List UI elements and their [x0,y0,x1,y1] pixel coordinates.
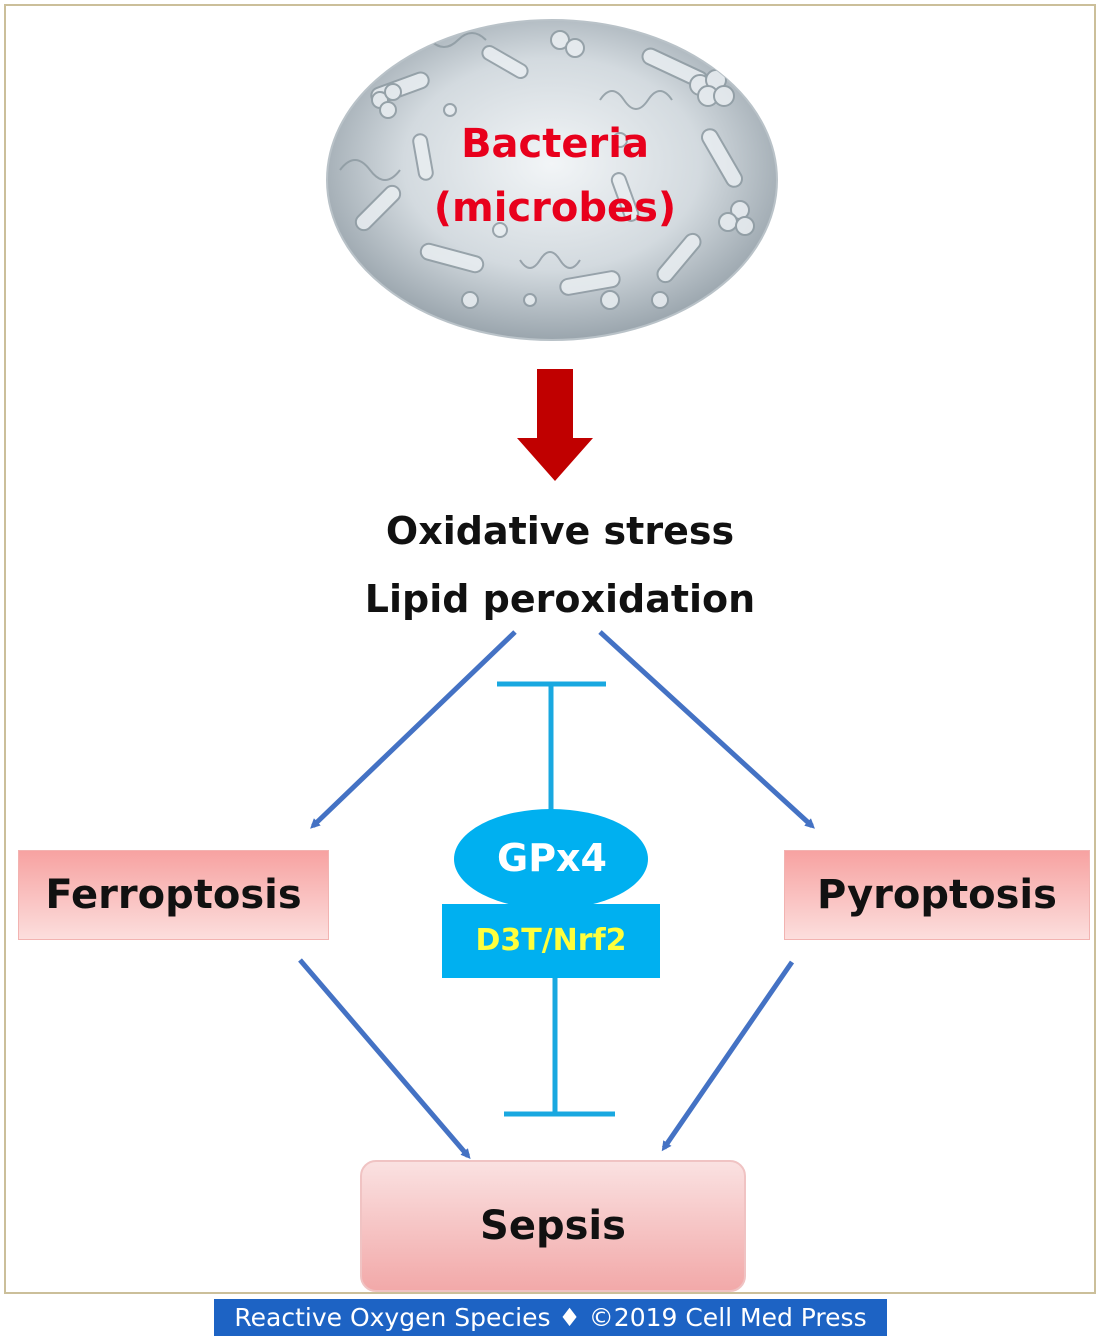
gpx4-shape [454,809,648,909]
arrow-pyroptosis-to-sepsis [661,960,795,1152]
stress-line-1: Oxidative stress [385,509,735,553]
stress-line-2: Lipid peroxidation [364,577,756,621]
ferroptosis-box: Ferroptosis [18,850,329,940]
ferroptosis-label: Ferroptosis [45,872,302,918]
pyroptosis-label: Pyroptosis [817,872,1057,918]
bacteria-line-1: Bacteria [461,121,649,167]
arrow-stress-to-pyroptosis [598,630,815,829]
bacteria-microscopy-icon [326,19,778,341]
arrow-stress-to-ferroptosis [310,630,517,829]
d3t-nrf2-shape [442,904,660,978]
footer-credit: Reactive Oxygen Species ♦ ©2019 Cell Med… [214,1299,887,1336]
main-down-arrow [517,369,593,481]
d3t-nrf2-label: D3T/Nrf2 [475,923,627,958]
pyroptosis-box: Pyroptosis [784,850,1090,940]
sepsis-box: Sepsis [360,1160,746,1292]
bacteria-line-2: (microbes) [433,185,677,231]
sepsis-label: Sepsis [480,1203,626,1249]
stress-label: Oxidative stress Lipid peroxidation [280,497,840,633]
gpx4-label: GPx4 [497,836,607,880]
inhibition-top [497,681,606,826]
bacteria-label: Bacteria (microbes) [360,112,750,240]
inhibition-bottom [504,976,615,1117]
arrow-ferroptosis-to-sepsis [298,958,471,1160]
